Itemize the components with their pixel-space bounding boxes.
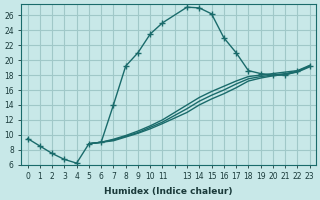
X-axis label: Humidex (Indice chaleur): Humidex (Indice chaleur): [104, 187, 233, 196]
